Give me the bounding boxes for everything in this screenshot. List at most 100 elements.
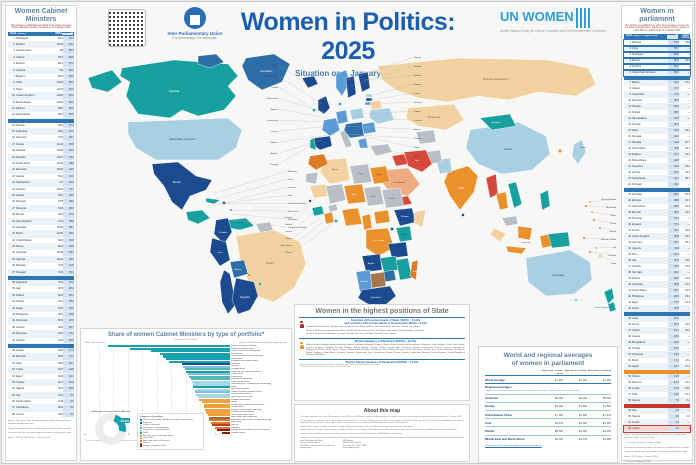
chart-legend: Categories of portfolios Human rights, g…	[137, 413, 204, 450]
rank: 40	[628, 283, 631, 287]
bar-track	[85, 385, 230, 389]
bar-track	[85, 388, 230, 391]
country-label: Indonesia	[521, 242, 531, 244]
bar-label: Mobility, communication and roads	[231, 408, 262, 411]
percent: 60.0	[63, 54, 74, 61]
country: Nicaragua	[632, 53, 644, 57]
rank: 2	[629, 47, 631, 51]
rank: 41	[12, 300, 15, 304]
rank: 58	[12, 412, 15, 416]
table-row: 56 Saudi Arabia 1/30 3.3	[8, 399, 74, 406]
table-row: 53 Japan 15.7 27.4	[624, 364, 690, 371]
percent: 25.0	[63, 299, 74, 305]
lower-pct: 37.2	[668, 222, 679, 228]
rank: 38	[12, 281, 15, 285]
percent: 23.5	[63, 318, 74, 324]
percent: 16.7	[63, 360, 74, 367]
callout-label: Monaco	[271, 142, 279, 144]
upper-pct: 13.3	[685, 301, 690, 305]
upper-pct: 38.1	[685, 241, 690, 245]
callout-line	[355, 111, 414, 115]
lower-pct: 35.7	[668, 240, 679, 246]
country-label: Kenya	[401, 234, 408, 236]
lower-pct: 28.9	[668, 282, 679, 288]
bar-row: Human rights	[85, 358, 287, 361]
table-row: 48 Greece 23.0 —	[624, 334, 690, 341]
rank: 62	[628, 427, 631, 431]
percent: 34.8	[63, 244, 74, 250]
ipu-contact: Inter-Parliamentary Union Chemin du Pommi…	[300, 440, 335, 450]
bar-row: Governance (incl. innovation and technol…	[85, 383, 287, 386]
bar-label: Culture affairs	[231, 373, 244, 376]
callout-label: Luxembourg	[266, 119, 278, 122]
country: Spain	[632, 129, 639, 133]
upper-pct: 41.3	[685, 211, 690, 215]
country-label: Madagascar	[413, 270, 424, 273]
heads-heading: Countries with women Heads of State (18/…	[350, 319, 421, 322]
averages-footnote[interactable]: * For interactive IPU regional groupings…	[485, 444, 542, 447]
table-row: 3 Liechtenstein 3/5 60.0	[8, 48, 74, 55]
percent: 57.1	[63, 61, 74, 67]
lower-pct: 50.2	[668, 58, 679, 64]
callout-line	[278, 143, 313, 165]
rank: 33	[628, 241, 631, 245]
table-row: 15 Colombia 9/19 47.4	[8, 129, 74, 136]
table-row: 9 Spain 12/23 52.2	[8, 86, 74, 94]
legend-label: Energy and religious affairs	[143, 444, 166, 447]
women-total: 7/18	[57, 200, 63, 204]
country: Tanzania	[632, 217, 643, 221]
rank: 55	[12, 393, 15, 397]
callout-label: Vanuatu	[608, 254, 616, 257]
table-row: 27 Switzerland 38.5 36.2	[624, 204, 690, 211]
women-total: 6/23	[57, 293, 63, 297]
women-total: 1/19	[57, 393, 63, 397]
legend-item: Home affairs	[139, 437, 202, 440]
country: Ethiopia	[632, 199, 642, 203]
rank: 22	[12, 174, 15, 178]
rank: 28	[12, 213, 15, 217]
country: Indonesia	[632, 353, 643, 357]
bar-row: Justice	[85, 401, 287, 404]
region-value: 31.2%	[602, 428, 611, 433]
country-label: India	[458, 186, 464, 190]
upper-pct: —	[687, 427, 691, 431]
lower-pct: 30.3	[668, 270, 679, 276]
callout-line	[595, 247, 618, 249]
percent: 10.6	[63, 386, 74, 392]
rank: 61	[628, 421, 631, 425]
table-row: 12 Finland 45.5 —	[624, 110, 690, 117]
legend-swatch	[139, 427, 143, 429]
women-total: 6/14	[57, 174, 63, 178]
percent: 38.9	[63, 205, 74, 212]
section-band	[624, 312, 690, 317]
contact-line: CH-1218 Le Grand-Saconnex, Geneva	[300, 444, 335, 447]
table-row: 43 Egypt 27.5 13.3	[624, 300, 690, 307]
rank: 20	[12, 162, 15, 166]
bar-track	[85, 363, 230, 366]
axis-tick: 70	[127, 434, 131, 437]
legend-label: Education	[143, 421, 152, 424]
percent: 45.8	[63, 141, 74, 148]
bar-label: Science and research	[231, 393, 251, 396]
women-total: 8/16	[57, 113, 63, 117]
percent: 17.9	[63, 347, 74, 354]
rank: 38	[628, 271, 631, 275]
bar-track	[85, 401, 230, 404]
bar-row: Education	[85, 363, 287, 366]
callout-label: Ireland	[272, 86, 279, 89]
rank: 16	[12, 136, 15, 140]
callout-line	[278, 125, 329, 132]
left-table-header: Rank Country W/Min %	[8, 31, 74, 36]
women-total: 5/20	[57, 306, 63, 310]
legend-label: Economy, justice and foreign affairs	[143, 434, 173, 437]
percent: 34.8	[63, 237, 74, 244]
table-row: 42 Japan 5/20 25.0	[8, 305, 74, 312]
rank: 44	[628, 307, 631, 311]
country: Andorra	[16, 68, 26, 72]
callout-label: Liberia	[286, 237, 293, 240]
contact-line: New York, NY 10017, USA	[342, 444, 367, 447]
country-label: Greenland	[260, 70, 272, 73]
bar-label: Energy, natural resources, fuels and min…	[231, 429, 270, 432]
upper-pct: 47.2	[685, 81, 690, 85]
country: Portugal	[16, 200, 26, 204]
